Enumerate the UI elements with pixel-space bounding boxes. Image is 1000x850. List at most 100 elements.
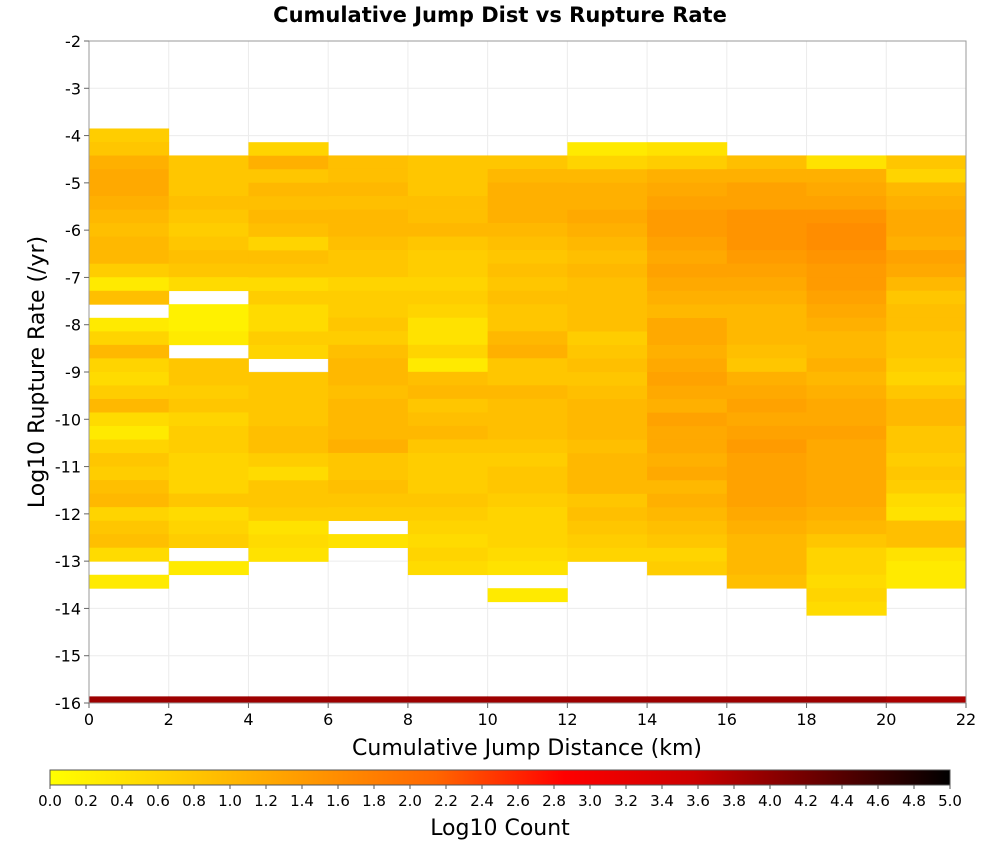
heatmap-cell bbox=[806, 155, 887, 170]
heatmap-cell bbox=[168, 452, 249, 467]
heatmap-cell bbox=[647, 142, 728, 157]
heatmap-cell bbox=[407, 371, 489, 386]
heatmap-cell bbox=[647, 223, 728, 238]
heatmap-cell bbox=[248, 290, 329, 305]
heatmap-cell bbox=[248, 209, 329, 224]
heatmap-cell bbox=[567, 209, 648, 224]
heatmap-cell bbox=[647, 304, 728, 319]
heatmap-cell bbox=[806, 452, 887, 467]
heatmap-cell bbox=[248, 453, 329, 468]
heatmap-cell bbox=[567, 399, 648, 414]
heatmap-cell bbox=[328, 452, 409, 467]
heatmap-cell bbox=[89, 547, 170, 562]
heatmap-cell-bottom bbox=[886, 696, 967, 703]
heatmap-cell bbox=[647, 155, 728, 170]
heatmap-cell bbox=[328, 196, 409, 210]
heatmap-cell bbox=[567, 250, 648, 265]
heatmap-cell bbox=[726, 277, 807, 292]
heatmap-cell bbox=[248, 466, 329, 481]
heatmap-cell bbox=[89, 385, 170, 400]
heatmap-cell bbox=[886, 331, 967, 346]
heatmap-cell bbox=[89, 142, 170, 156]
heatmap-cell bbox=[567, 453, 648, 468]
heatmap-cell bbox=[487, 425, 568, 440]
heatmap-cell bbox=[886, 466, 967, 481]
heatmap-cell bbox=[886, 155, 967, 170]
heatmap-cell bbox=[487, 507, 568, 521]
heatmap-cell bbox=[806, 371, 887, 386]
heatmap-cell bbox=[726, 493, 807, 508]
colorbar-tick-label: 1.0 bbox=[218, 792, 242, 810]
heatmap-cell bbox=[89, 209, 170, 224]
heatmap-cell-bottom bbox=[407, 696, 489, 703]
heatmap-cell bbox=[487, 412, 568, 427]
chart-title: Cumulative Jump Dist vs Rupture Rate bbox=[273, 3, 727, 27]
heatmap-cell bbox=[647, 196, 728, 211]
heatmap-cell bbox=[647, 358, 728, 373]
heatmap-cell bbox=[407, 196, 489, 210]
heatmap-cell bbox=[487, 385, 568, 400]
heatmap-cell bbox=[248, 250, 329, 265]
heatmap-cell bbox=[487, 452, 568, 467]
y-tick-label: -8 bbox=[65, 316, 81, 335]
x-tick-label: 14 bbox=[637, 710, 657, 729]
y-tick-label: -12 bbox=[55, 505, 81, 524]
heatmap-cell bbox=[328, 331, 409, 346]
heatmap-cell bbox=[407, 466, 489, 481]
heatmap-cell bbox=[567, 331, 648, 346]
heatmap-cell bbox=[248, 317, 329, 332]
heatmap-cell bbox=[647, 426, 728, 441]
colorbar-tick-label: 1.4 bbox=[290, 792, 314, 810]
heatmap-cell bbox=[248, 155, 329, 170]
heatmap-cell bbox=[647, 263, 728, 278]
heatmap-cell bbox=[248, 277, 329, 292]
heatmap-cell bbox=[248, 345, 329, 359]
y-tick-label: -4 bbox=[65, 127, 81, 146]
heatmap-cell bbox=[248, 507, 329, 522]
heatmap-cell bbox=[168, 520, 249, 535]
heatmap-cell bbox=[487, 371, 568, 386]
heatmap-cell bbox=[726, 466, 807, 481]
heatmap-cell bbox=[248, 196, 329, 211]
heatmap-cell bbox=[407, 425, 489, 440]
heatmap-cell bbox=[567, 196, 648, 211]
heatmap-cell bbox=[567, 385, 648, 400]
heatmap-cell bbox=[487, 196, 568, 210]
heatmap-cell bbox=[806, 250, 887, 265]
y-tick-label: -6 bbox=[65, 221, 81, 240]
heatmap-cell bbox=[89, 290, 170, 305]
heatmap-cell bbox=[168, 317, 249, 332]
heatmap-cell bbox=[726, 480, 807, 494]
x-tick-label: 10 bbox=[477, 710, 497, 729]
heatmap-cell bbox=[407, 304, 489, 319]
heatmap-cell bbox=[567, 345, 648, 359]
heatmap-cell bbox=[567, 182, 648, 197]
heatmap-cell bbox=[567, 426, 648, 441]
heatmap-cell bbox=[726, 547, 807, 562]
heatmap-cell bbox=[487, 155, 568, 170]
heatmap-cell bbox=[886, 304, 967, 319]
heatmap-cell bbox=[89, 412, 170, 427]
heatmap-cell bbox=[726, 452, 807, 467]
heatmap-cell bbox=[89, 317, 170, 332]
heatmap-cell bbox=[726, 534, 807, 549]
heatmap-cell bbox=[248, 412, 329, 427]
heatmap-cell bbox=[168, 304, 249, 319]
heatmap-cell bbox=[407, 331, 489, 346]
heatmap-cells bbox=[89, 128, 967, 703]
heatmap-cell bbox=[89, 574, 170, 589]
heatmap-cell bbox=[726, 223, 807, 237]
heatmap-cell bbox=[328, 317, 409, 332]
heatmap-cell bbox=[89, 236, 170, 251]
colorbar-tick-label: 1.6 bbox=[326, 792, 350, 810]
heatmap-cell bbox=[806, 520, 887, 535]
y-tick-label: -15 bbox=[55, 647, 81, 666]
heatmap-cell bbox=[89, 182, 170, 197]
heatmap-cell bbox=[806, 304, 887, 319]
heatmap-cell bbox=[726, 574, 807, 589]
heatmap-cell bbox=[567, 169, 648, 184]
x-tick-label: 12 bbox=[557, 710, 577, 729]
heatmap-cell bbox=[886, 168, 967, 183]
heatmap-cell bbox=[328, 155, 409, 170]
